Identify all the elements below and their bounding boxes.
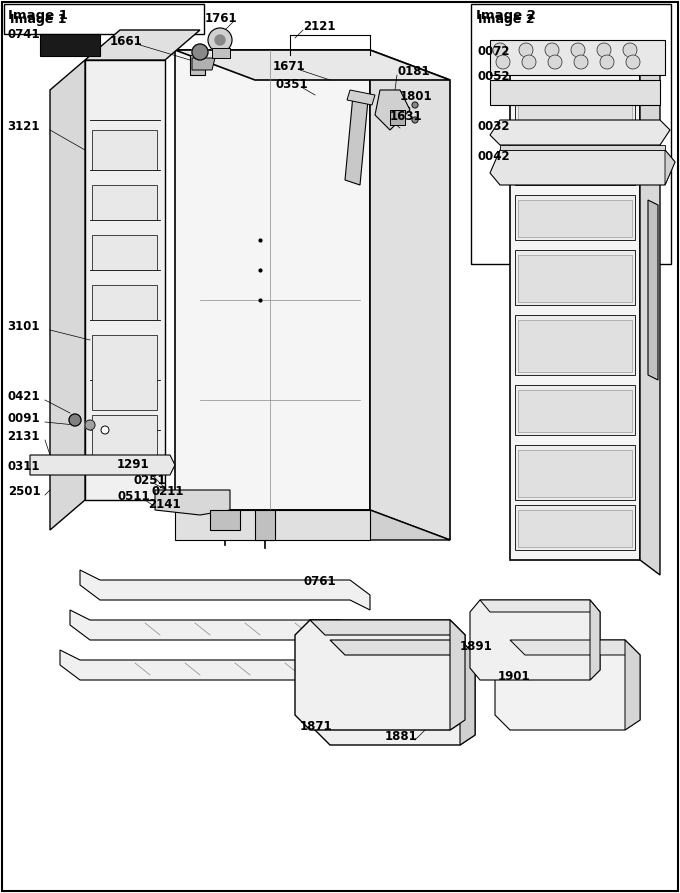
- Text: 2501: 2501: [8, 485, 41, 498]
- Text: 1881: 1881: [385, 730, 418, 743]
- Text: 0351: 0351: [276, 78, 309, 91]
- Polygon shape: [518, 450, 632, 497]
- Polygon shape: [460, 640, 475, 745]
- Polygon shape: [155, 490, 230, 515]
- Polygon shape: [92, 235, 157, 270]
- Polygon shape: [212, 48, 230, 58]
- Circle shape: [574, 55, 588, 69]
- Polygon shape: [495, 640, 640, 730]
- Polygon shape: [515, 315, 635, 375]
- Polygon shape: [450, 620, 465, 730]
- Polygon shape: [515, 250, 635, 305]
- Text: 1871: 1871: [300, 720, 333, 733]
- Circle shape: [597, 43, 611, 57]
- Text: Image 1: Image 1: [10, 13, 67, 26]
- Polygon shape: [80, 570, 370, 610]
- Polygon shape: [4, 4, 204, 34]
- Polygon shape: [190, 55, 205, 75]
- Polygon shape: [192, 58, 215, 70]
- Polygon shape: [375, 90, 410, 130]
- Circle shape: [626, 55, 640, 69]
- Polygon shape: [175, 510, 450, 540]
- Polygon shape: [40, 34, 100, 56]
- Polygon shape: [648, 200, 658, 380]
- Polygon shape: [510, 60, 640, 560]
- Circle shape: [412, 102, 418, 108]
- Polygon shape: [92, 185, 157, 220]
- Polygon shape: [515, 445, 635, 500]
- Polygon shape: [590, 600, 600, 680]
- Text: 0511: 0511: [118, 490, 151, 503]
- Circle shape: [208, 28, 232, 52]
- Polygon shape: [518, 200, 632, 237]
- Polygon shape: [640, 60, 660, 575]
- Text: Image 2: Image 2: [478, 13, 534, 26]
- Text: 3121: 3121: [7, 120, 39, 133]
- Polygon shape: [480, 600, 600, 612]
- Polygon shape: [390, 110, 405, 125]
- Polygon shape: [510, 640, 640, 655]
- Polygon shape: [347, 90, 375, 105]
- Text: 0741: 0741: [7, 28, 39, 41]
- Text: 1901: 1901: [498, 670, 530, 683]
- Polygon shape: [490, 80, 660, 105]
- Circle shape: [101, 426, 109, 434]
- Polygon shape: [515, 505, 635, 550]
- Text: Image 2: Image 2: [476, 10, 536, 22]
- Polygon shape: [518, 510, 632, 547]
- Text: 2121: 2121: [303, 20, 335, 33]
- Polygon shape: [515, 385, 635, 435]
- Polygon shape: [518, 255, 632, 302]
- Polygon shape: [50, 60, 85, 530]
- Text: 0421: 0421: [7, 390, 39, 403]
- Text: 1661: 1661: [110, 35, 143, 48]
- Polygon shape: [85, 60, 165, 500]
- Polygon shape: [60, 650, 350, 690]
- Polygon shape: [92, 335, 157, 410]
- Polygon shape: [315, 640, 475, 745]
- Polygon shape: [175, 50, 370, 510]
- Circle shape: [192, 44, 208, 60]
- Polygon shape: [85, 30, 200, 60]
- Circle shape: [493, 43, 507, 57]
- Polygon shape: [330, 640, 475, 655]
- Polygon shape: [518, 390, 632, 432]
- Text: 0251: 0251: [133, 474, 166, 487]
- Text: 0181: 0181: [397, 65, 430, 78]
- Circle shape: [519, 43, 533, 57]
- Circle shape: [548, 55, 562, 69]
- Polygon shape: [515, 140, 635, 185]
- Polygon shape: [518, 85, 632, 127]
- Polygon shape: [518, 320, 632, 372]
- Circle shape: [623, 43, 637, 57]
- Polygon shape: [30, 455, 175, 475]
- Text: 0042: 0042: [478, 150, 511, 163]
- Circle shape: [522, 55, 536, 69]
- Polygon shape: [515, 195, 635, 240]
- Text: 1891: 1891: [460, 640, 493, 653]
- Polygon shape: [471, 4, 671, 264]
- Polygon shape: [625, 640, 640, 730]
- Polygon shape: [470, 600, 600, 680]
- Polygon shape: [665, 150, 675, 185]
- Polygon shape: [210, 510, 240, 530]
- Text: 1291: 1291: [117, 458, 150, 471]
- Text: 0032: 0032: [478, 120, 511, 133]
- Text: 2141: 2141: [148, 498, 181, 511]
- Text: 0091: 0091: [7, 412, 39, 425]
- Polygon shape: [70, 610, 360, 650]
- Polygon shape: [92, 415, 157, 465]
- Polygon shape: [175, 50, 450, 80]
- Text: 0052: 0052: [478, 70, 511, 83]
- Text: 1801: 1801: [400, 90, 432, 103]
- Circle shape: [571, 43, 585, 57]
- Polygon shape: [345, 95, 368, 185]
- Polygon shape: [490, 150, 675, 185]
- Circle shape: [412, 117, 418, 123]
- Polygon shape: [310, 620, 465, 635]
- Text: 0072: 0072: [478, 45, 511, 58]
- Text: 0311: 0311: [7, 460, 39, 473]
- Polygon shape: [500, 145, 665, 150]
- Circle shape: [600, 55, 614, 69]
